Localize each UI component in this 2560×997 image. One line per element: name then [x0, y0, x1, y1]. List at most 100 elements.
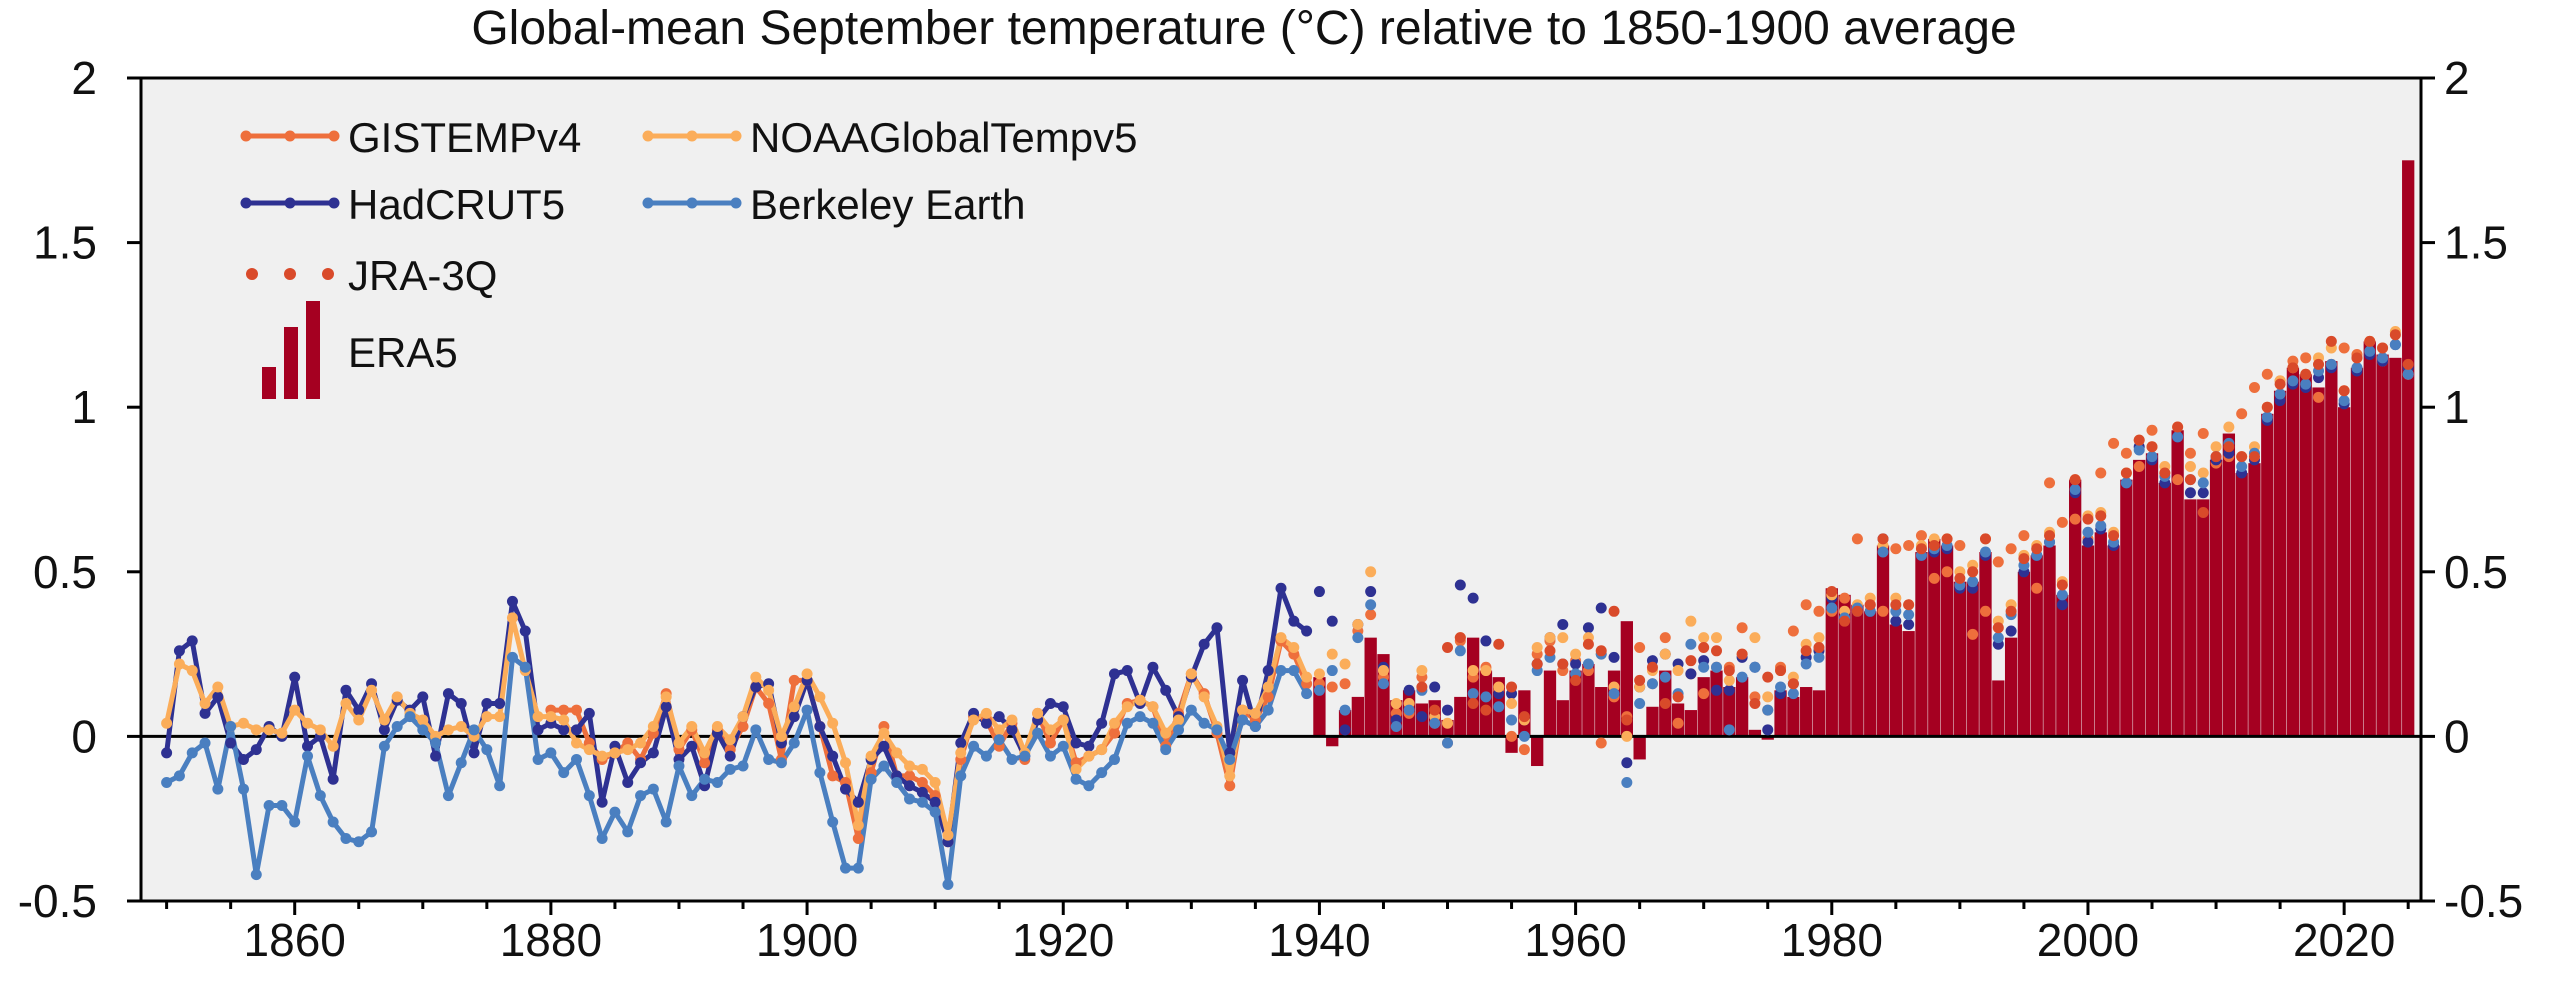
- point-noaaglobaltempv5-1892: [699, 747, 711, 759]
- point-berkeley-earth-1939: [1301, 688, 1313, 700]
- legend-swatch-dot: [322, 268, 334, 280]
- point-hadcrut5-1950: [1442, 704, 1454, 716]
- point-noaaglobaltempv5-1926: [1134, 694, 1146, 706]
- bar-era5-2004: [2133, 459, 2146, 737]
- point-jra-3q-1974: [1749, 697, 1761, 709]
- point-jra-3q-1981: [1839, 615, 1851, 627]
- legend-swatch-point: [328, 197, 340, 209]
- point-hadcrut5-1938: [1288, 615, 1300, 627]
- point-hadcrut5-1871: [430, 750, 442, 762]
- point-hadcrut5-1878: [519, 625, 531, 637]
- point-hadcrut5-1922: [1083, 740, 1095, 752]
- axes: -0.5 -0.5 0 0 0.5 0.5 1 1 1.5 1.5 2 2 1860 1880 1900 19…: [18, 52, 2524, 966]
- point-berkeley-earth-1902: [827, 816, 839, 828]
- point-berkeley-earth-1892: [699, 773, 711, 785]
- point-jra-3q-1970: [1698, 642, 1710, 654]
- point-jra-3q-1987: [1915, 543, 1927, 555]
- point-noaaglobaltempv5-1911: [942, 829, 954, 841]
- point-berkeley-earth-1918: [1032, 727, 1044, 739]
- point-jra-3q-1988: [1928, 539, 1940, 551]
- point-noaaglobaltempv5-1957: [1531, 642, 1543, 654]
- point-berkeley-earth-1951: [1454, 645, 1466, 657]
- y-tick-label-left: 0.5: [33, 546, 97, 598]
- point-jra-3q-1964: [1621, 714, 1633, 726]
- legend-swatch-point: [642, 130, 654, 142]
- bar-era5-1996: [2030, 555, 2043, 737]
- point-berkeley-earth-2012: [2236, 460, 2248, 472]
- legend-label-gistempv4: GISTEMPv4: [348, 114, 581, 161]
- bar-era5-2017: [2299, 374, 2312, 737]
- bar-era5-1957: [1531, 736, 1544, 767]
- point-hadcrut5-1853: [199, 707, 211, 719]
- point-noaaglobaltempv5-1900: [801, 668, 813, 680]
- point-berkeley-earth-1980: [1826, 602, 1838, 614]
- point-gistempv4-1941: [1326, 681, 1338, 693]
- point-hadcrut5-1850: [161, 747, 173, 759]
- point-noaaglobaltempv5-1885: [609, 747, 621, 759]
- point-berkeley-earth-1882: [571, 753, 583, 765]
- point-gistempv4-1970: [1698, 688, 1710, 700]
- x-tick-label: 1980: [1781, 914, 1883, 966]
- point-berkeley-earth-1972: [1723, 724, 1735, 736]
- point-berkeley-earth-1953: [1480, 691, 1492, 703]
- point-jra-3q-1957: [1531, 658, 1543, 670]
- point-noaaglobaltempv5-1923: [1096, 744, 1108, 756]
- legend-swatch-point: [730, 130, 742, 142]
- point-berkeley-earth-1922: [1083, 780, 1095, 792]
- point-gistempv4-1991: [1967, 628, 1979, 640]
- point-noaaglobaltempv5-1901: [814, 691, 826, 703]
- point-gistempv4-1967: [1659, 632, 1671, 644]
- point-berkeley-earth-1984: [1877, 546, 1889, 558]
- bar-era5-1958: [1543, 670, 1557, 737]
- point-noaaglobaltempv5-1903: [839, 757, 851, 769]
- bar-era5-2015: [2273, 390, 2287, 737]
- point-gistempv4-1990: [1954, 539, 1966, 551]
- bar-era5-1951: [1454, 696, 1467, 737]
- point-jra-3q-1956: [1518, 711, 1530, 723]
- point-noaaglobaltempv5-1974: [1749, 632, 1761, 644]
- point-berkeley-earth-1858: [263, 800, 275, 812]
- era5-bars: [1313, 160, 2415, 767]
- point-berkeley-earth-1911: [942, 879, 954, 891]
- point-jra-3q-1968: [1672, 691, 1684, 703]
- bar-era5-1983: [1864, 611, 1877, 737]
- point-gistempv4-1897: [763, 697, 775, 709]
- point-jra-3q-1995: [2018, 553, 2030, 565]
- point-hadcrut5-1916: [1006, 724, 1018, 736]
- x-tick-label: 1880: [500, 914, 602, 966]
- point-berkeley-earth-1899: [788, 737, 800, 749]
- point-berkeley-earth-1921: [1070, 773, 1082, 785]
- bar-era5-1975: [1761, 736, 1774, 740]
- point-gistempv4-1944: [1365, 609, 1377, 621]
- point-hadcrut5-1921: [1070, 737, 1082, 749]
- point-berkeley-earth-1912: [955, 770, 967, 782]
- point-noaaglobaltempv5-1850: [161, 717, 173, 729]
- legend-label-noaaglobaltempv5: NOAAGlobalTempv5: [750, 114, 1138, 161]
- bar-era5-2019: [2325, 361, 2338, 737]
- point-berkeley-earth-1943: [1352, 632, 1364, 644]
- point-noaaglobaltempv5-1942: [1339, 658, 1351, 670]
- point-berkeley-earth-1945: [1377, 678, 1389, 690]
- point-berkeley-earth-2009: [2197, 477, 2209, 489]
- point-jra-3q-2011: [2223, 441, 2235, 453]
- point-berkeley-earth-1986: [1903, 609, 1915, 621]
- bar-era5-2006: [2158, 482, 2171, 737]
- point-noaaglobaltempv5-1945: [1377, 665, 1389, 677]
- point-gistempv4-2003: [2120, 447, 2132, 459]
- point-noaaglobaltempv5-1940: [1313, 668, 1325, 680]
- bar-era5-2003: [2120, 479, 2133, 737]
- point-berkeley-earth-1910: [929, 806, 941, 818]
- point-berkeley-earth-1930: [1185, 704, 1197, 716]
- point-berkeley-earth-1969: [1685, 638, 1697, 650]
- point-berkeley-earth-1895: [737, 760, 749, 772]
- point-noaaglobaltempv5-1910: [929, 776, 941, 788]
- point-hadcrut5-1932: [1211, 622, 1223, 634]
- legend-swatch-bar: [262, 367, 276, 399]
- point-hadcrut5-1944: [1365, 586, 1377, 598]
- bar-era5-2022: [2363, 341, 2376, 737]
- point-hadcrut5-1906: [878, 740, 890, 752]
- point-noaaglobaltempv5-1883: [583, 744, 595, 756]
- bar-era5-1991: [1966, 581, 1979, 737]
- point-gistempv4-1992: [1979, 605, 1991, 617]
- point-hadcrut5-1870: [417, 691, 429, 703]
